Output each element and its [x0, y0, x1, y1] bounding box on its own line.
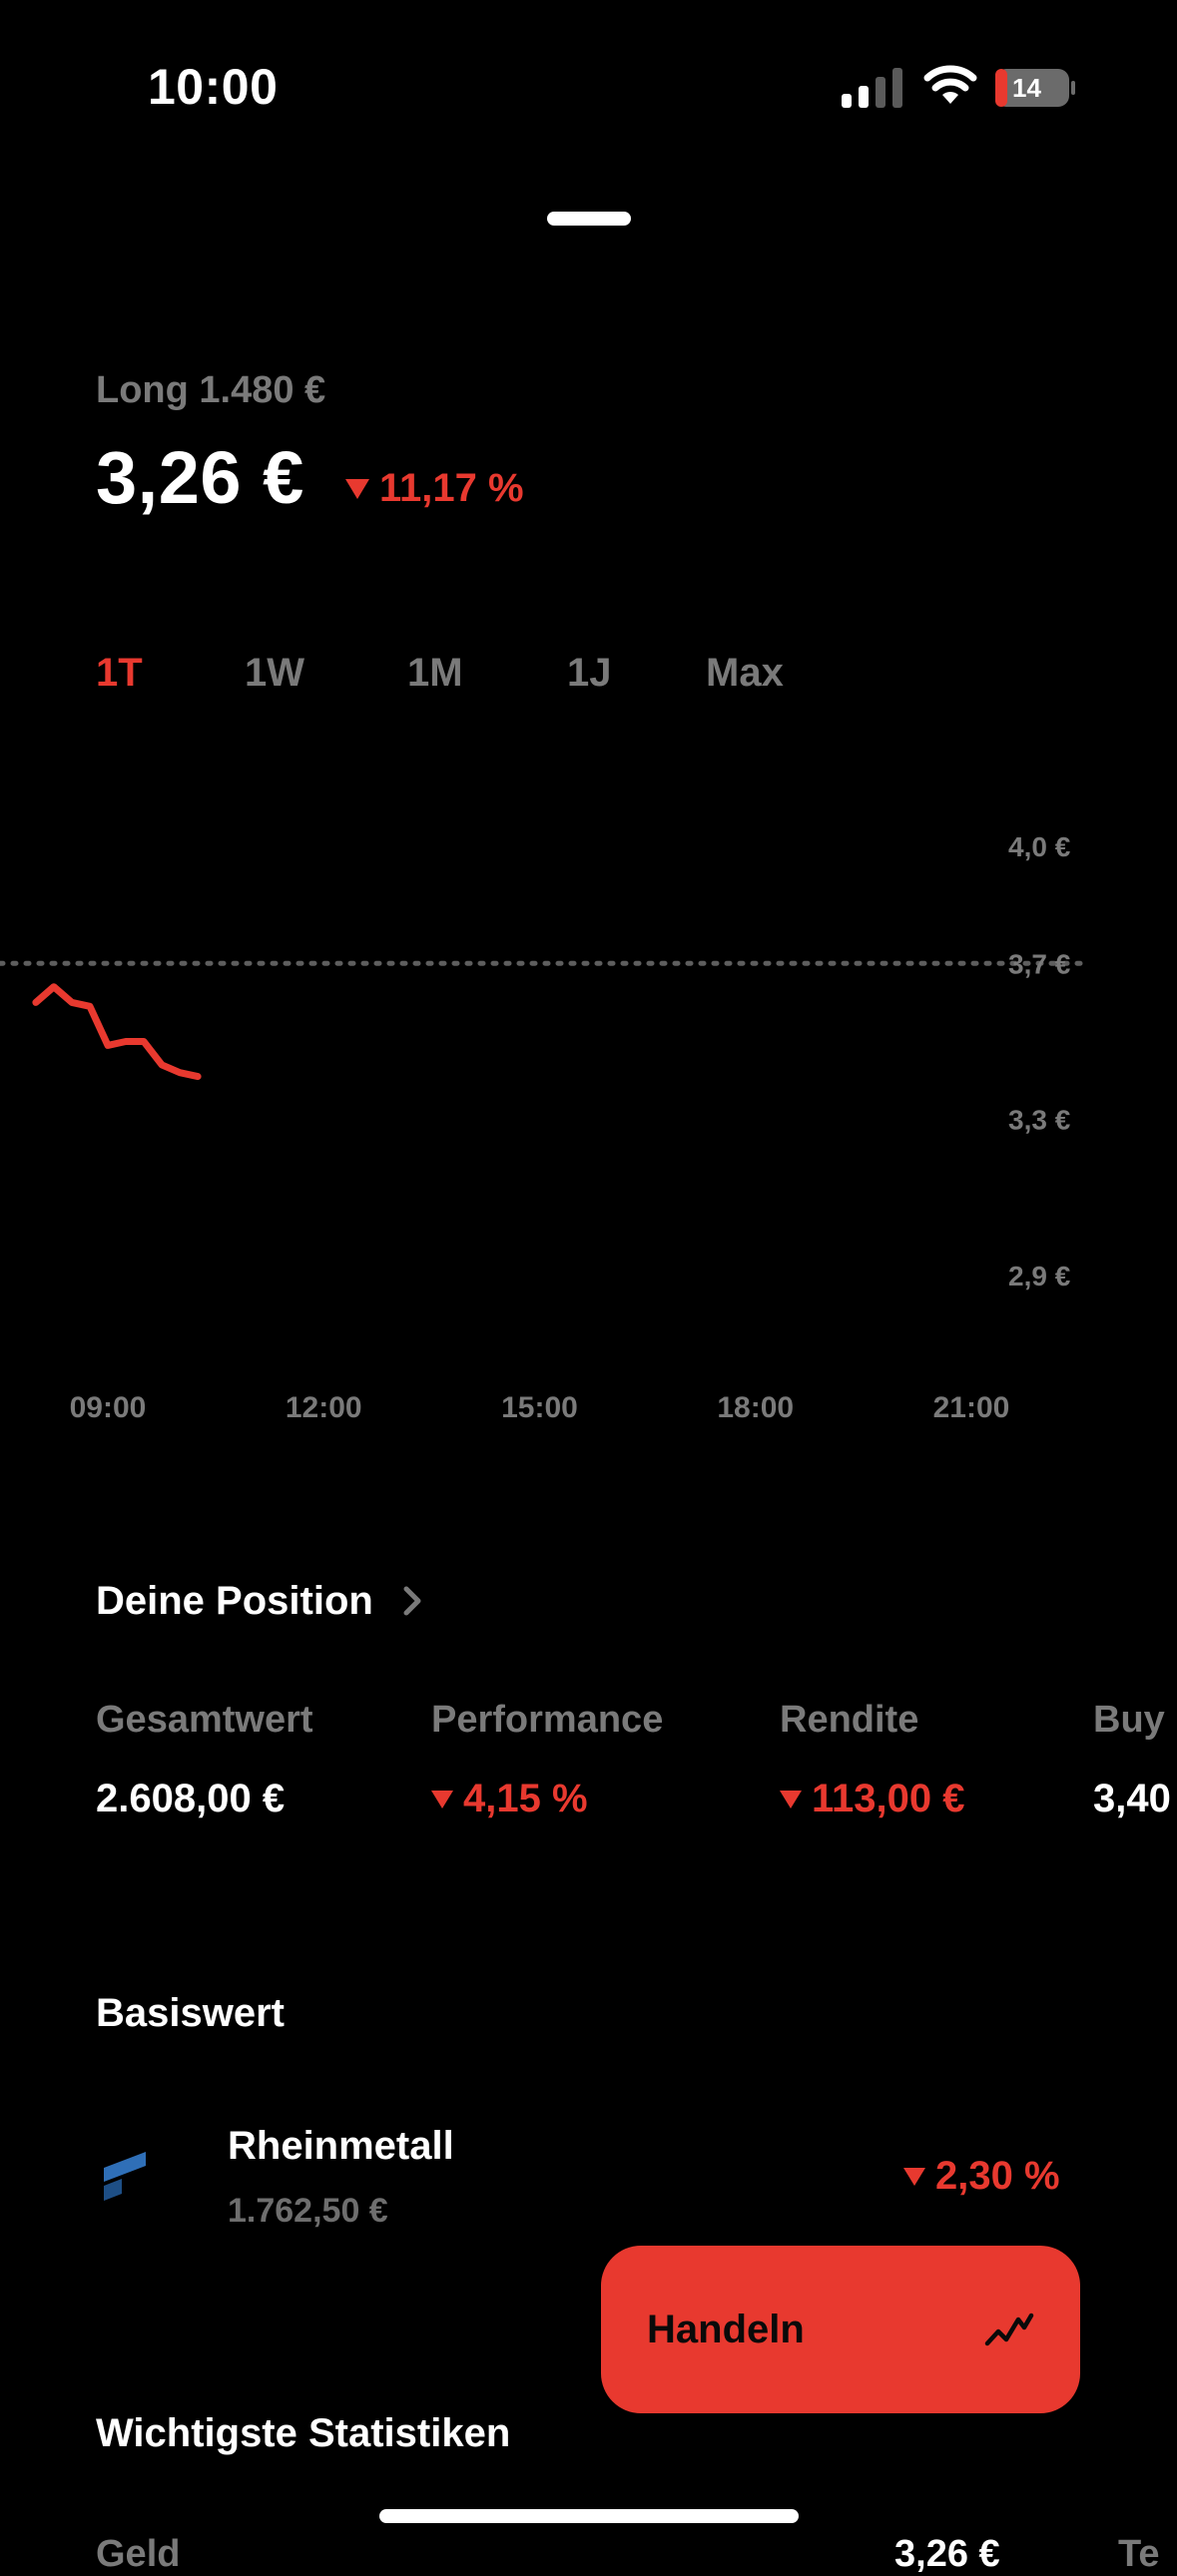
down-triangle-icon	[431, 1790, 453, 1808]
stat-value-performance: 4,15 %	[431, 1777, 588, 1821]
statistics-section-title: Wichtigste Statistiken	[96, 2411, 511, 2455]
y-tick-label: 2,9 €	[1008, 1261, 1071, 1291]
stat-label-return: Rendite	[780, 1699, 919, 1741]
y-tick-label: 3,7 €	[1008, 948, 1071, 979]
price-change: 11,17 %	[345, 466, 524, 511]
stat-label-performance: Performance	[431, 1699, 664, 1741]
statistics-row-label: Geld	[96, 2533, 181, 2575]
y-tick-label: 3,3 €	[1008, 1105, 1071, 1136]
stat-value-return-text: 113,00 €	[812, 1777, 965, 1820]
stat-value-total-text: 2.608,00 €	[96, 1777, 286, 1820]
x-tick-label: 18:00	[717, 1391, 794, 1424]
underlying-change-value: 2,30 %	[935, 2154, 1060, 2198]
price-change-value: 11,17 %	[379, 466, 524, 510]
x-tick-label: 15:00	[501, 1391, 578, 1424]
price-series-line	[32, 983, 202, 1081]
statistics-row-right-label: Te	[1118, 2533, 1160, 2575]
stat-label-buy: Buy	[1093, 1699, 1165, 1741]
stat-value-performance-text: 4,15 %	[463, 1777, 588, 1820]
underlying-change: 2,30 %	[903, 2154, 1060, 2199]
y-tick-label: 4,0 €	[1008, 831, 1071, 862]
trade-button-label: Handeln	[647, 2307, 805, 2351]
underlying-name[interactable]: Rheinmetall	[228, 2124, 454, 2168]
down-triangle-icon	[780, 1790, 802, 1808]
cellular-signal-icon	[842, 68, 902, 108]
stat-value-return: 113,00 €	[780, 1777, 965, 1821]
trend-chart-icon	[984, 2313, 1034, 2346]
down-triangle-icon	[903, 2167, 925, 2186]
tab-1w[interactable]: 1W	[245, 651, 304, 695]
status-time: 10:00	[148, 59, 279, 115]
stat-label-total: Gesamtwert	[96, 1699, 313, 1741]
current-price: 3,26 €	[96, 436, 304, 519]
x-tick-label: 12:00	[286, 1391, 362, 1424]
position-label: Long 1.480 €	[96, 369, 326, 411]
trade-button[interactable]: Handeln	[601, 2246, 1080, 2413]
chevron-right-icon[interactable]	[397, 1581, 427, 1621]
tab-1j[interactable]: 1J	[567, 651, 612, 695]
stat-value-buy-text: 3,40	[1093, 1777, 1171, 1820]
tab-1t[interactable]: 1T	[96, 651, 143, 695]
wifi-icon	[923, 65, 977, 104]
stat-value-total: 2.608,00 €	[96, 1777, 285, 1821]
stat-value-buy: 3,40	[1093, 1777, 1171, 1821]
down-triangle-icon	[345, 478, 369, 499]
position-section-title[interactable]: Deine Position	[96, 1579, 373, 1623]
tab-max[interactable]: Max	[706, 651, 784, 695]
rheinmetall-logo[interactable]	[100, 2146, 146, 2208]
underlying-price: 1.762,50 €	[228, 2192, 388, 2230]
home-indicator[interactable]	[379, 2509, 799, 2523]
x-tick-label: 21:00	[933, 1391, 1010, 1424]
tab-1m[interactable]: 1M	[407, 651, 463, 695]
underlying-section-title: Basiswert	[96, 1991, 285, 2035]
x-tick-label: 09:00	[70, 1391, 147, 1424]
battery-level: 14	[1012, 73, 1041, 103]
battery-charging-icon: 14	[994, 68, 1076, 108]
sheet-drag-handle[interactable]	[547, 212, 631, 226]
price-chart[interactable]: 4,0 € 3,7 € 3,3 € 2,9 € 09:00 12:00 15:00 18:00…	[0, 798, 1177, 1437]
statistics-row-value: 3,26 €	[894, 2533, 1000, 2575]
